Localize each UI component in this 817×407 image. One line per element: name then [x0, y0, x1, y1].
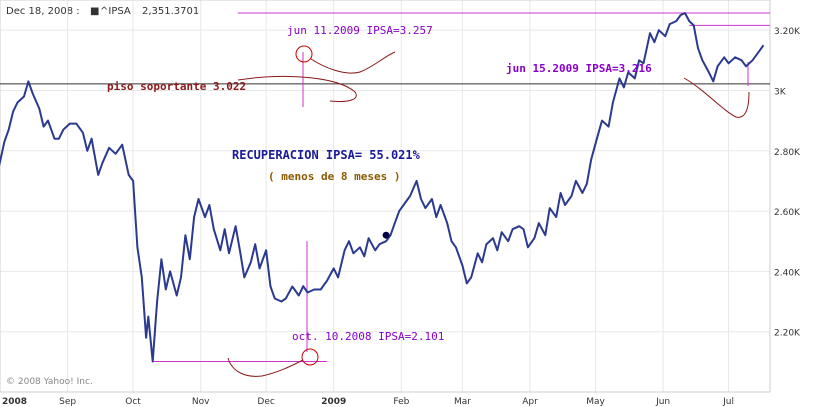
jun11-circle	[295, 45, 313, 63]
y-tick-label: 3K	[774, 87, 787, 97]
jun11-curve	[310, 51, 396, 74]
x-tick-label: Jun	[655, 397, 670, 407]
y-tick-label: 3.20K	[774, 27, 801, 37]
x-tick-label: Nov	[192, 397, 210, 407]
x-tick-label: Apr	[522, 397, 538, 407]
y-tick-label: 2.80K	[774, 148, 801, 158]
y-axis-tick-labels: 2.20K 2.40K 2.60K 2.80K 3K 3.20K	[774, 27, 801, 339]
copyright-text: © 2008 Yahoo! Inc.	[6, 377, 93, 387]
x-tick-label: May	[586, 397, 605, 407]
plot-frame	[0, 0, 771, 393]
jun15-curve	[683, 77, 750, 118]
annotation-recuperacion: RECUPERACION IPSA= 55.021%	[232, 148, 420, 162]
x-axis-tick-labels: 2008 Sep Oct Nov Dec 2009 Feb Mar Apr May Jun Jul	[2, 397, 734, 407]
annotation-piso: piso soportante 3.022	[107, 80, 247, 93]
x-tick-label: Dec	[257, 397, 274, 407]
piso-curve	[237, 75, 357, 102]
annotation-oct10: oct. 10.2008 IPSA=2.101	[292, 330, 445, 343]
x-tick-label: Jul	[722, 397, 734, 407]
y-tick-label: 2.40K	[774, 268, 801, 278]
y-tick-label: 2.60K	[774, 208, 801, 218]
x-tick-label: Feb	[393, 397, 409, 407]
annotation-jun11: jun 11.2009 IPSA=3.257	[287, 24, 433, 37]
x-tick-label: 2009	[321, 397, 346, 407]
series-line-ipsa	[0, 12, 765, 363]
header-ticker-marker: ■	[90, 6, 100, 17]
header-ticker: ^IPSA	[100, 6, 131, 17]
reference-lines	[0, 12, 770, 363]
annotation-menos: ( menos de 8 meses )	[268, 170, 401, 183]
oct10-circle	[301, 348, 319, 366]
y-tick-label: 2.20K	[774, 329, 801, 339]
marker-point	[382, 231, 390, 239]
x-tick-label: Mar	[454, 397, 471, 407]
annotation-decorations	[227, 45, 750, 377]
header-date: Dec 18, 2008 :	[6, 6, 80, 17]
oct10-curve	[227, 357, 304, 377]
annotation-jun15: jun 15.2009 IPSA=3.216	[506, 62, 652, 75]
x-tick-label: 2008	[2, 397, 27, 407]
x-tick-label: Oct	[125, 397, 141, 407]
y-gridlines	[0, 29, 770, 333]
x-tick-label: Sep	[59, 397, 76, 407]
x-gridlines	[67, 0, 730, 392]
header-ticker-value: 2,351.3701	[142, 6, 200, 17]
